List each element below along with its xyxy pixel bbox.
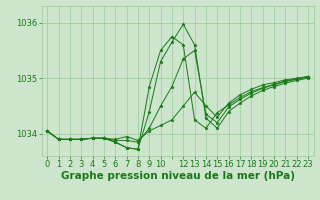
X-axis label: Graphe pression niveau de la mer (hPa): Graphe pression niveau de la mer (hPa) [60, 171, 295, 181]
